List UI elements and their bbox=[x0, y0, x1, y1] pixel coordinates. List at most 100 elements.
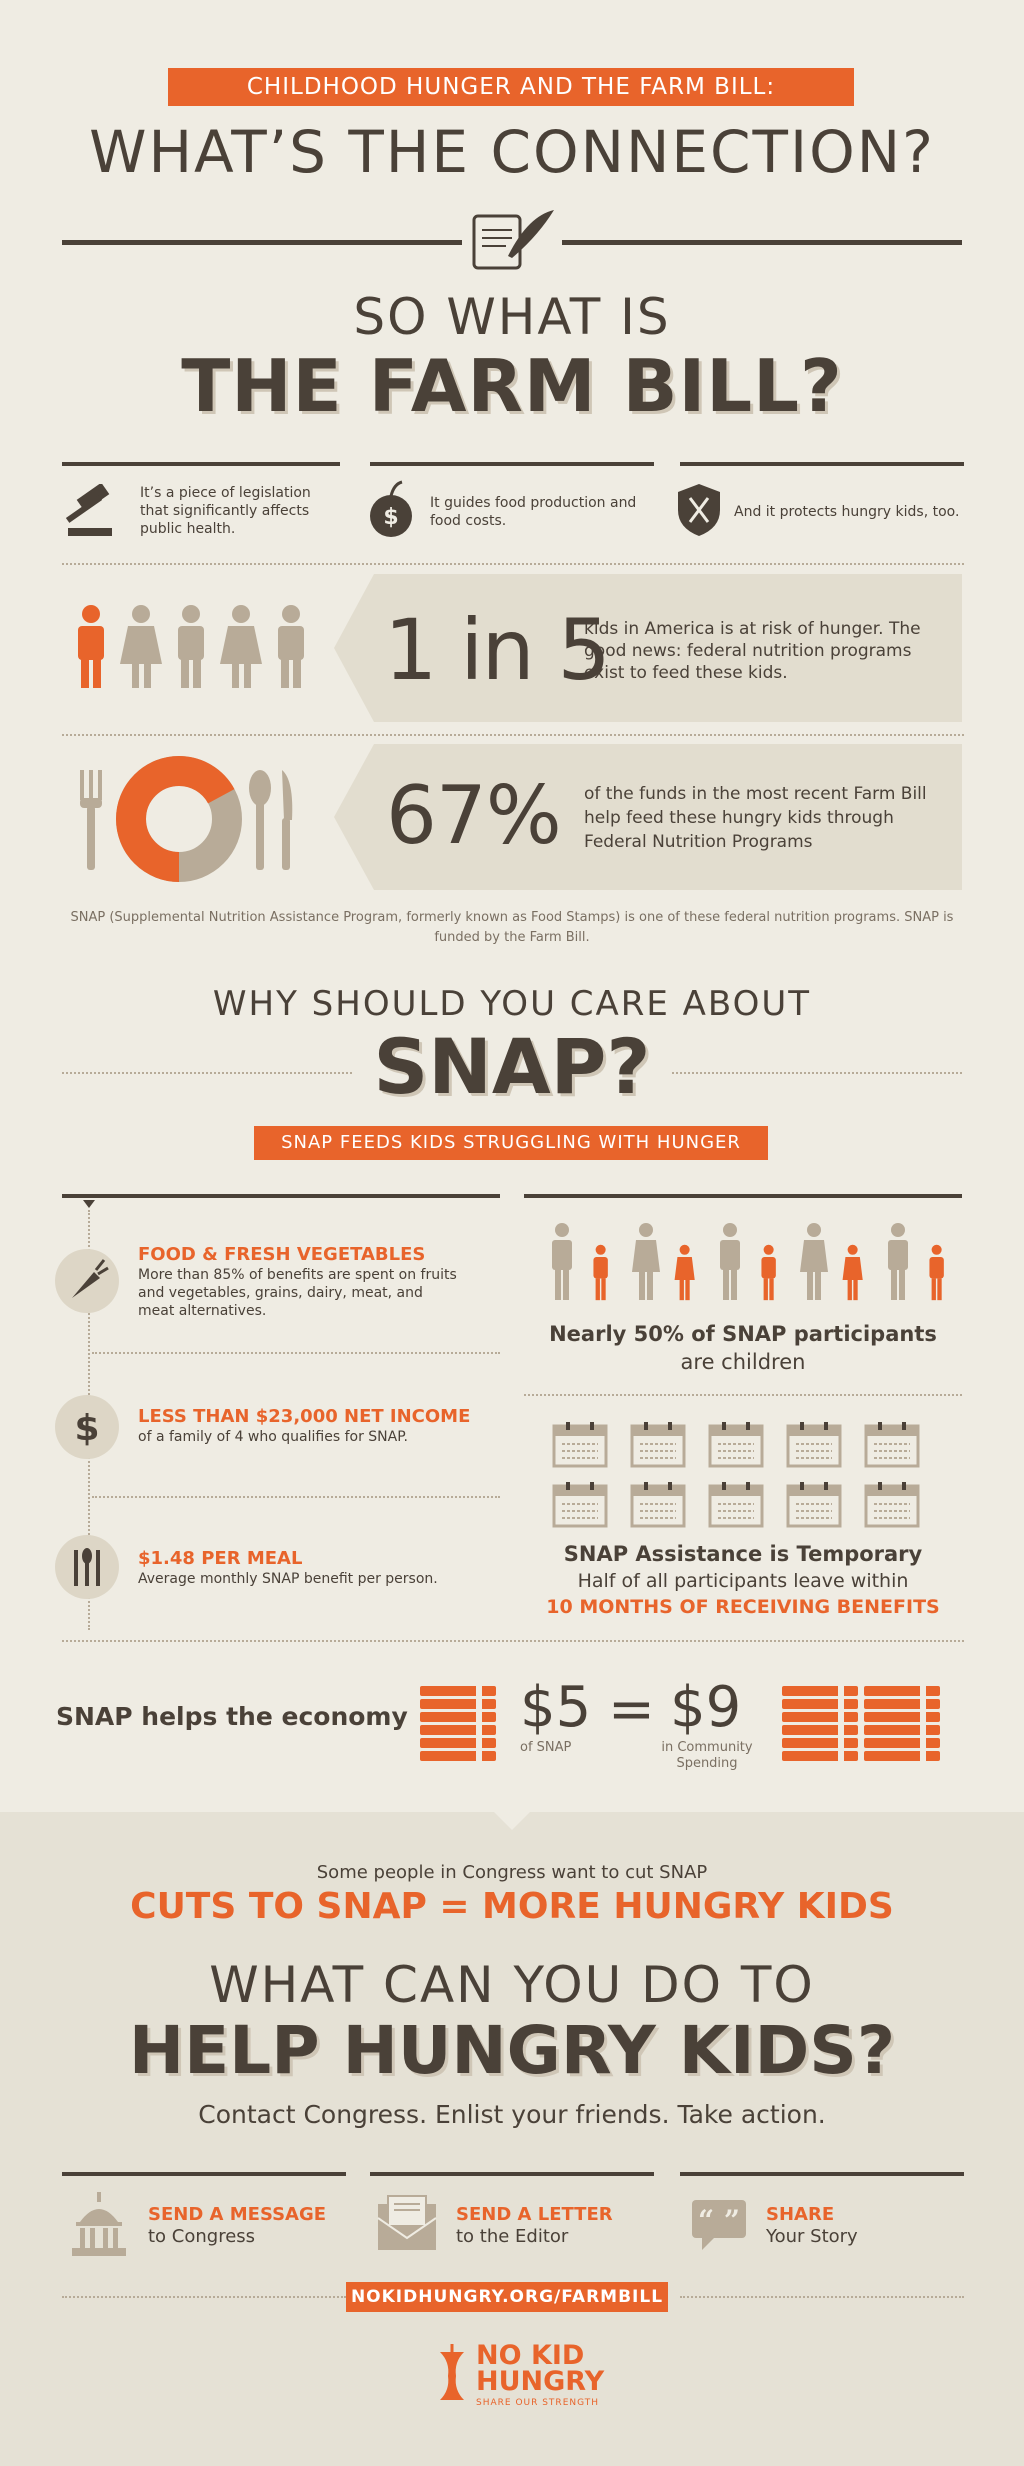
adult-figure bbox=[888, 1223, 908, 1300]
bill-bundle bbox=[420, 1712, 496, 1722]
dotted-divider bbox=[680, 2296, 964, 2298]
calendar-icon bbox=[864, 1482, 920, 1528]
send-message-action[interactable]: SEND A MESSAGE to Congress bbox=[62, 2186, 346, 2266]
participants-subtitle: are children bbox=[680, 1350, 806, 1374]
scroll-quill-icon bbox=[468, 206, 558, 276]
participants-title: Nearly 50% of SNAP participants bbox=[549, 1322, 937, 1346]
farm-bill-title: THE FARM BILL? bbox=[181, 344, 843, 428]
bill-bundle bbox=[420, 1699, 496, 1709]
economy-label: SNAP helps the economy bbox=[56, 1702, 408, 1731]
farmbill-url-link[interactable]: NOKIDHUNGRY.ORG/FARMBILL bbox=[346, 2282, 668, 2312]
share-story-action[interactable]: “ ” SHARE Your Story bbox=[680, 2186, 964, 2266]
people-row-1in5 bbox=[66, 604, 316, 690]
bill-bundle bbox=[864, 1725, 940, 1735]
send-message-title: SEND A MESSAGE bbox=[148, 2204, 327, 2225]
divider-right bbox=[562, 240, 962, 245]
bill-bundle bbox=[864, 1699, 940, 1709]
timeline-pointer bbox=[83, 1200, 95, 1208]
gavel-icon bbox=[60, 484, 130, 540]
bill-bundle bbox=[864, 1712, 940, 1722]
action-rule-3 bbox=[680, 2172, 964, 2176]
calendar-icon bbox=[786, 1422, 842, 1468]
adult-figure bbox=[720, 1223, 740, 1300]
calendar-icon bbox=[552, 1422, 608, 1468]
fact-1-text: More than 85% of benefits are spent on f… bbox=[138, 1267, 457, 1319]
apple-dollar-icon: $ bbox=[366, 480, 416, 540]
utensils-icon bbox=[54, 1534, 120, 1600]
dotted-divider bbox=[62, 1072, 352, 1074]
child-figure bbox=[593, 1244, 608, 1301]
no-kid-hungry-logo: NO KID HUNGRY SHARE OUR STRENGTH bbox=[434, 2340, 604, 2420]
bill-bundle bbox=[420, 1738, 496, 1748]
economy-equals: = bbox=[608, 1677, 655, 1742]
fact-2-text: of a family of 4 who qualifies for SNAP. bbox=[138, 1429, 408, 1445]
temporary-title: SNAP Assistance is Temporary bbox=[563, 1542, 923, 1566]
bill-bundle bbox=[782, 1699, 858, 1709]
fact-3-title: $1.48 PER MEAL bbox=[138, 1548, 303, 1569]
action-subtitle: Contact Congress. Enlist your friends. T… bbox=[198, 2100, 826, 2129]
child-figure bbox=[674, 1244, 695, 1301]
stat-2-text: of the funds in the most recent Farm Bil… bbox=[584, 784, 927, 852]
speech-bubble-icon: “ ” bbox=[690, 2198, 748, 2252]
point-2-text: It guides food production and food costs… bbox=[430, 495, 637, 529]
bill-bundle bbox=[864, 1751, 940, 1761]
money-stack-right-icon bbox=[780, 1684, 940, 1770]
facts-rule bbox=[62, 1194, 500, 1198]
send-letter-action[interactable]: SEND A LETTER to the Editor bbox=[370, 2186, 654, 2266]
send-letter-title: SEND A LETTER bbox=[456, 2204, 613, 2225]
svg-text:$: $ bbox=[74, 1408, 99, 1449]
bill-bundle bbox=[864, 1738, 940, 1748]
participants-rule bbox=[524, 1194, 962, 1198]
money-stack-left-icon bbox=[418, 1684, 500, 1770]
svg-text:“ ”: “ ” bbox=[698, 2204, 740, 2237]
calendar-icon bbox=[630, 1482, 686, 1528]
spoon-knife-icon bbox=[248, 770, 296, 870]
fact-3-text: Average monthly SNAP benefit per person. bbox=[138, 1571, 438, 1587]
bill-bundle bbox=[782, 1712, 858, 1722]
fact-2-title: LESS THAN $23,000 NET INCOME bbox=[138, 1406, 471, 1427]
carrot-icon bbox=[54, 1248, 120, 1314]
dotted-divider bbox=[524, 1394, 962, 1396]
temporary-text: Half of all participants leave within bbox=[577, 1570, 909, 1592]
dotted-divider bbox=[92, 1496, 500, 1498]
dotted-divider bbox=[92, 1352, 500, 1354]
action-title: HELP HUNGRY KIDS? bbox=[128, 2012, 896, 2089]
snap-note: SNAP (Supplemental Nutrition Assistance … bbox=[70, 910, 954, 945]
donut-chart-67 bbox=[114, 754, 244, 884]
header-banner: CHILDHOOD HUNGER AND THE FARM BILL: bbox=[168, 68, 854, 106]
page-title: WHAT’S THE CONNECTION? bbox=[89, 118, 935, 186]
cuts-lead: Some people in Congress want to cut SNAP bbox=[316, 1862, 708, 1883]
bill-bundle bbox=[420, 1751, 496, 1761]
shield-utensils-icon bbox=[676, 482, 722, 538]
bill-bundle bbox=[782, 1725, 858, 1735]
logo-line-2: HUNGRY bbox=[476, 2366, 605, 2397]
point-rule-1 bbox=[62, 462, 340, 466]
bill-bundle bbox=[782, 1686, 858, 1696]
stat-2-value: 67% bbox=[386, 769, 562, 862]
lower-section-bg bbox=[0, 1812, 1024, 2466]
calendar-icon bbox=[708, 1422, 764, 1468]
why-kicker: WHY SHOULD YOU CARE ABOUT bbox=[212, 984, 812, 1024]
economy-right-caption: in Community Spending bbox=[661, 1740, 753, 1771]
snap-feeds-banner: SNAP FEEDS KIDS STRUGGLING WITH HUNGER bbox=[254, 1126, 768, 1160]
people-row-participants bbox=[538, 1222, 958, 1304]
section-notch bbox=[494, 1812, 530, 1830]
adult-figure bbox=[800, 1223, 828, 1300]
action-kicker: WHAT CAN YOU DO TO bbox=[209, 1956, 815, 2014]
stat-2-panel bbox=[334, 744, 962, 890]
dotted-divider bbox=[62, 734, 964, 736]
economy-left-value: $5 bbox=[520, 1675, 592, 1740]
envelope-icon bbox=[376, 2194, 438, 2254]
bill-bundle bbox=[864, 1686, 940, 1696]
child-figure bbox=[761, 1244, 776, 1301]
bill-bundle bbox=[782, 1738, 858, 1748]
capitol-icon bbox=[68, 2192, 130, 2258]
adult-figure bbox=[632, 1223, 660, 1300]
divider-left bbox=[62, 240, 462, 245]
calendar-icon bbox=[708, 1482, 764, 1528]
share-sub: Your Story bbox=[766, 2226, 858, 2247]
child-figure bbox=[842, 1244, 863, 1301]
economy-left-caption: of SNAP bbox=[520, 1740, 572, 1755]
child-figure bbox=[929, 1244, 944, 1301]
